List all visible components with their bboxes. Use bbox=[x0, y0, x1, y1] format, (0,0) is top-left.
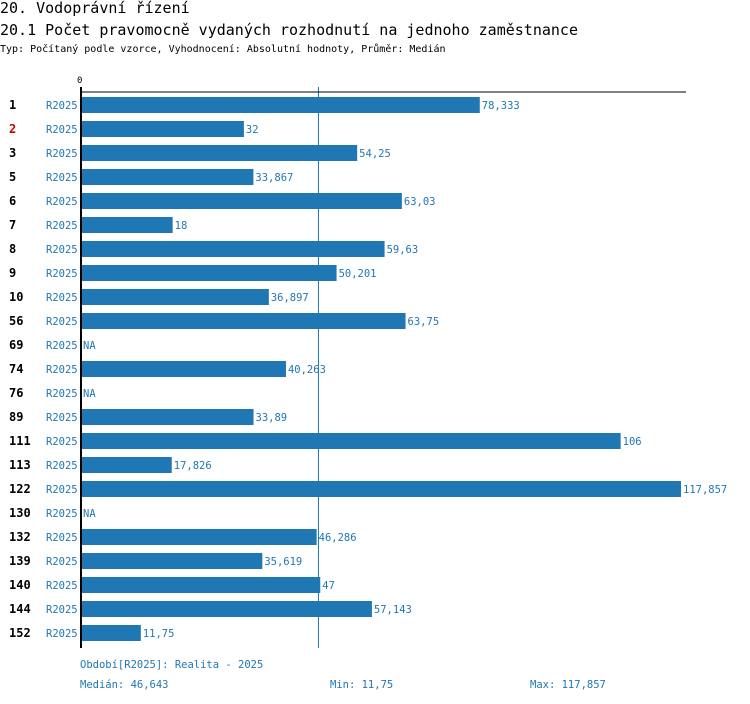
bar bbox=[81, 553, 263, 569]
value-label: 33,89 bbox=[256, 412, 288, 424]
bar bbox=[81, 313, 406, 329]
bar bbox=[81, 145, 358, 161]
value-label: 36,897 bbox=[271, 292, 309, 304]
value-label: 17,826 bbox=[174, 460, 212, 472]
bar bbox=[81, 289, 269, 305]
period-label: R2025 bbox=[46, 484, 78, 496]
period-label: R2025 bbox=[46, 244, 78, 256]
chart-title: 20.1 Počet pravomocně vydaných rozhodnut… bbox=[0, 21, 578, 39]
value-label: 117,857 bbox=[683, 484, 727, 496]
section-title: 20. Vodoprávní řízení bbox=[0, 0, 190, 17]
period-label: R2025 bbox=[46, 388, 78, 400]
period-label: R2025 bbox=[46, 628, 78, 640]
value-label: NA bbox=[83, 340, 96, 352]
period-label: R2025 bbox=[46, 364, 78, 376]
row-id-label: 8 bbox=[9, 242, 16, 256]
row-id-label: 56 bbox=[9, 314, 23, 328]
period-label: R2025 bbox=[46, 580, 78, 592]
row-id-label: 89 bbox=[9, 410, 23, 424]
bar bbox=[81, 409, 254, 425]
row-id-label: 76 bbox=[9, 386, 23, 400]
value-label: 57,143 bbox=[374, 604, 412, 616]
row-id-label: 139 bbox=[9, 554, 31, 568]
row-id-label: 130 bbox=[9, 506, 31, 520]
period-label: R2025 bbox=[46, 268, 78, 280]
bar bbox=[81, 193, 402, 209]
row-id-label: 3 bbox=[9, 146, 16, 160]
value-label: 46,286 bbox=[319, 532, 357, 544]
bar bbox=[81, 217, 173, 233]
value-label: 63,03 bbox=[404, 196, 436, 208]
period-label: R2025 bbox=[46, 148, 78, 160]
bar bbox=[81, 361, 286, 377]
bar bbox=[81, 625, 141, 641]
period-label: R2025 bbox=[46, 340, 78, 352]
chart-subtitle: Typ: Počítaný podle vzorce, Vyhodnocení:… bbox=[0, 44, 446, 55]
value-label: 35,619 bbox=[264, 556, 302, 568]
row-id-label: 9 bbox=[9, 266, 16, 280]
value-label: 78,333 bbox=[482, 100, 520, 112]
row-id-label: 5 bbox=[9, 170, 16, 184]
value-label: 11,75 bbox=[143, 628, 175, 640]
period-label: R2025 bbox=[46, 316, 78, 328]
axis-zero-label: 0 bbox=[77, 76, 83, 86]
bar bbox=[81, 601, 372, 617]
value-label: NA bbox=[83, 388, 96, 400]
value-label: 50,201 bbox=[339, 268, 377, 280]
row-id-label: 152 bbox=[9, 626, 31, 640]
period-label: R2025 bbox=[46, 100, 78, 112]
value-label: 47 bbox=[322, 580, 335, 592]
bar bbox=[81, 577, 321, 593]
row-id-label: 113 bbox=[9, 458, 31, 472]
row-id-label: 140 bbox=[9, 578, 31, 592]
max-summary: Max: 117,857 bbox=[530, 679, 606, 691]
row-id-label: 7 bbox=[9, 218, 16, 232]
value-label: 32 bbox=[246, 124, 259, 136]
value-label: 106 bbox=[623, 436, 642, 448]
value-label: 59,63 bbox=[387, 244, 419, 256]
period-label: R2025 bbox=[46, 556, 78, 568]
row-id-label: 2 bbox=[9, 122, 16, 136]
period-label: R2025 bbox=[46, 124, 78, 136]
bar bbox=[81, 433, 621, 449]
period-label: R2025 bbox=[46, 436, 78, 448]
median-summary: Medián: 46,643 bbox=[80, 679, 169, 691]
row-id-label: 132 bbox=[9, 530, 31, 544]
period-label: R2025 bbox=[46, 412, 78, 424]
bar bbox=[81, 481, 681, 497]
bar bbox=[81, 121, 244, 137]
value-label: 18 bbox=[175, 220, 188, 232]
bar bbox=[81, 265, 337, 281]
period-label: R2025 bbox=[46, 292, 78, 304]
value-label: 54,25 bbox=[359, 148, 391, 160]
value-label: 40,263 bbox=[288, 364, 326, 376]
value-label: 63,75 bbox=[408, 316, 440, 328]
bar bbox=[81, 529, 317, 545]
min-summary: Min: 11,75 bbox=[330, 679, 394, 691]
bar bbox=[81, 241, 385, 257]
row-id-label: 74 bbox=[9, 362, 23, 376]
period-label: R2025 bbox=[46, 604, 78, 616]
period-label: R2025 bbox=[46, 220, 78, 232]
row-id-label: 10 bbox=[9, 290, 23, 304]
row-id-label: 122 bbox=[9, 482, 31, 496]
period-note: Období[R2025]: Realita - 2025 bbox=[80, 659, 264, 671]
row-id-label: 6 bbox=[9, 194, 16, 208]
row-id-label: 69 bbox=[9, 338, 23, 352]
row-id-label: 111 bbox=[9, 434, 31, 448]
bar bbox=[81, 97, 480, 113]
period-label: R2025 bbox=[46, 508, 78, 520]
bar bbox=[81, 169, 254, 185]
period-label: R2025 bbox=[46, 460, 78, 472]
row-id-label: 1 bbox=[9, 98, 16, 112]
value-label: NA bbox=[83, 508, 96, 520]
period-label: R2025 bbox=[46, 196, 78, 208]
value-label: 33,867 bbox=[255, 172, 293, 184]
period-label: R2025 bbox=[46, 172, 78, 184]
period-label: R2025 bbox=[46, 532, 78, 544]
row-id-label: 144 bbox=[9, 602, 31, 616]
bar bbox=[81, 457, 172, 473]
